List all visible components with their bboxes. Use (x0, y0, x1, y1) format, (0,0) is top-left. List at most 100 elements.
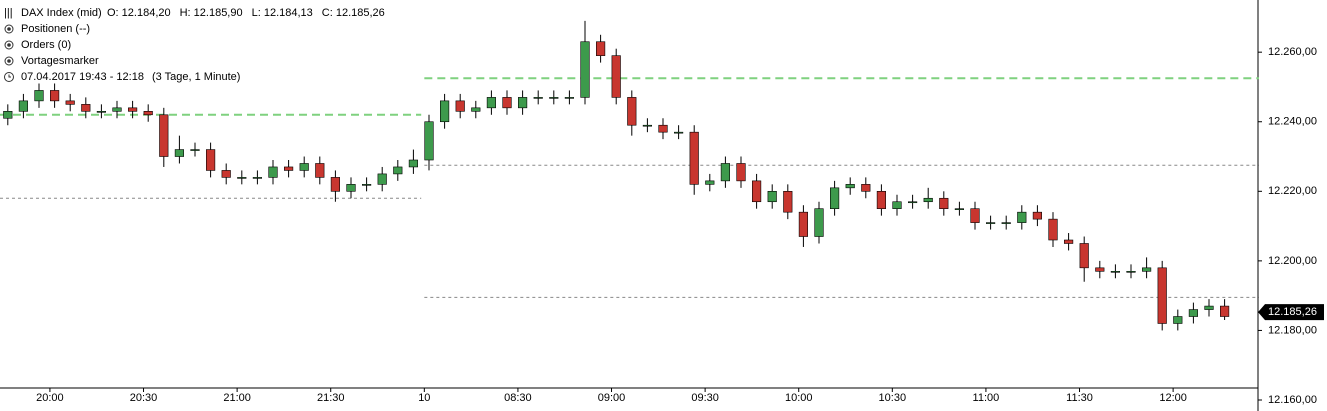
period: 07.04.2017 19:43 - 12:18 (21, 71, 144, 83)
candle-body (252, 177, 262, 179)
candle-body (908, 201, 918, 204)
candle-body (1017, 211, 1027, 223)
x-tick-label: 08:30 (504, 392, 532, 404)
candle (206, 142, 216, 178)
menu-item[interactable]: Positionen (--) (21, 23, 90, 35)
candle-body (18, 100, 28, 112)
candle (284, 160, 294, 178)
candle-body (986, 222, 996, 224)
ohlc-label: L: 12.184,13 (252, 7, 313, 19)
candle (923, 187, 933, 209)
candle (299, 156, 309, 178)
candle-body (65, 100, 75, 105)
radio-icon[interactable] (4, 56, 14, 66)
x-tick-label: 09:30 (691, 392, 719, 404)
candle-body (533, 97, 543, 99)
candle-body (128, 107, 138, 112)
candle-body (892, 201, 902, 209)
candle (96, 104, 106, 119)
candle (564, 90, 574, 105)
candle-body (112, 107, 122, 112)
candle-body (3, 111, 13, 119)
candle-body (34, 90, 44, 102)
candle-body (440, 100, 450, 123)
candle (330, 170, 340, 202)
candle-body (190, 149, 200, 151)
x-tick-label: 21:00 (223, 392, 251, 404)
candle-body (814, 208, 824, 237)
candle (486, 90, 496, 115)
x-tick-label: 10 (418, 392, 430, 404)
x-tick-label: 11:30 (1066, 392, 1093, 404)
ohlc-label: H: 12.185,90 (180, 7, 243, 19)
clock-icon (4, 72, 14, 82)
price-tag-label: 12.185,26 (1268, 306, 1317, 318)
candle (970, 201, 980, 230)
y-tick-label: 12.180,00 (1268, 324, 1317, 336)
radio-dot (7, 27, 11, 31)
candle-body (143, 111, 153, 116)
candle-body (923, 197, 933, 203)
candle-body (1048, 218, 1058, 241)
candle (268, 160, 278, 185)
candle-body (1188, 309, 1198, 317)
menu-item[interactable]: Vortagesmarker (21, 55, 99, 67)
candle (112, 100, 122, 119)
candle-body (174, 149, 184, 157)
candle (1064, 233, 1074, 251)
candle-body (206, 149, 216, 171)
menu-item[interactable]: Orders (0) (21, 39, 71, 51)
candle-body (1126, 271, 1136, 273)
candle (315, 156, 325, 185)
candle-body (268, 166, 278, 178)
candle (393, 160, 403, 181)
candle (3, 104, 13, 126)
ohlc-label: C: 12.185,26 (322, 7, 385, 19)
candle-body (596, 41, 606, 56)
candle (658, 118, 668, 140)
candle-body (486, 97, 496, 109)
candle (128, 100, 138, 119)
radio-icon[interactable] (4, 40, 14, 50)
candle (580, 20, 590, 105)
candle (549, 90, 559, 105)
candle (377, 166, 387, 192)
candle (18, 93, 28, 119)
candle (174, 135, 184, 164)
x-tick-label: 10:30 (879, 392, 907, 404)
y-tick-label: 12.200,00 (1268, 255, 1317, 267)
candle-body (315, 163, 325, 178)
candle-body (658, 124, 668, 133)
candle-body (954, 208, 964, 210)
candle (50, 83, 60, 108)
candle (221, 163, 231, 185)
candle-body (1079, 243, 1089, 269)
radio-icon[interactable] (4, 24, 14, 34)
candle (876, 184, 886, 216)
candle (814, 201, 824, 244)
candle-body (284, 166, 294, 171)
candle (81, 97, 91, 119)
candle (705, 173, 715, 192)
candle-body (330, 177, 340, 192)
candle-body (642, 124, 652, 127)
candle-body (81, 104, 91, 112)
y-tick-label: 12.220,00 (1268, 185, 1317, 197)
candle (471, 100, 481, 119)
x-tick-label: 20:00 (36, 392, 64, 404)
candle (892, 194, 902, 216)
candle-body (1095, 267, 1105, 272)
x-tick-label: 09:00 (598, 392, 626, 404)
radio-dot (7, 59, 11, 63)
candle-body (720, 163, 730, 182)
candle-body (752, 180, 762, 203)
candle (1110, 264, 1120, 279)
candle (845, 177, 855, 195)
x-tick-label: 20:30 (130, 392, 158, 404)
candle (362, 177, 372, 192)
radio-dot (7, 43, 11, 47)
candle (752, 173, 762, 209)
candle (611, 48, 621, 105)
candle-body (845, 184, 855, 189)
candle-body (1032, 211, 1042, 220)
